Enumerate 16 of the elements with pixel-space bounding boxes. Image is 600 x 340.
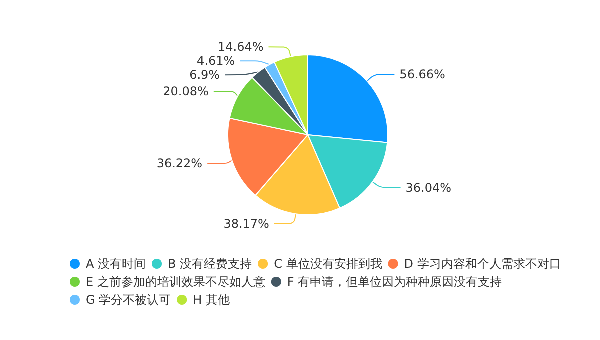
legend-label: C 单位没有安排到我: [274, 257, 382, 271]
legend-label: E 之前参加的培训效果不尽如人意: [86, 275, 266, 289]
data-label: 36.04%: [406, 180, 452, 195]
data-label: 4.61%: [197, 54, 236, 68]
data-label: 56.66%: [400, 68, 446, 82]
data-label: 20.08%: [163, 84, 209, 98]
legend-label: H 其他: [193, 293, 230, 307]
data-label: 14.64%: [218, 40, 264, 54]
legend-label: B 没有经费支持: [168, 257, 252, 271]
data-label: 6.9%: [190, 68, 220, 82]
data-label: 38.17%: [224, 216, 270, 231]
legend-label: D 学习内容和个人需求不对口: [404, 257, 562, 271]
data-label: 36.22%: [156, 156, 203, 171]
legend-label: G 学分不被认可: [86, 293, 172, 307]
legend-label: A 没有时间: [86, 257, 146, 271]
legend-label: F 有申请，但单位因为种种原因没有支持: [287, 275, 502, 289]
